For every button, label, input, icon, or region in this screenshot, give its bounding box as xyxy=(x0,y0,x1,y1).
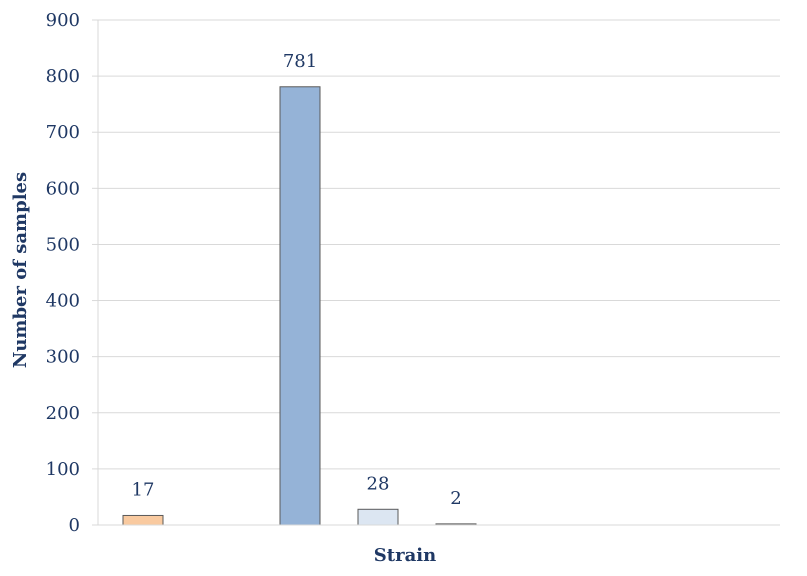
data-label: 781 xyxy=(283,51,317,72)
bar xyxy=(122,514,164,526)
y-tick-label: 900 xyxy=(46,10,80,31)
y-axis-title: Number of samples xyxy=(10,172,31,368)
data-label: 2 xyxy=(450,488,461,509)
bar xyxy=(279,86,321,526)
y-tick-label: 300 xyxy=(46,347,80,368)
data-label: 17 xyxy=(132,479,155,500)
y-tick-label: 600 xyxy=(46,178,80,199)
y-tick-label: 800 xyxy=(46,66,80,87)
grid-layer xyxy=(92,19,780,526)
y-tick-label: 400 xyxy=(46,291,80,312)
data-label-layer: 17 781 28 2 xyxy=(132,51,462,509)
x-axis-title: Strain xyxy=(374,545,436,566)
y-tick-label: 500 xyxy=(46,234,80,255)
y-tick-label: 200 xyxy=(46,403,80,424)
data-label: 28 xyxy=(367,473,390,494)
bar xyxy=(357,508,399,526)
y-tick-label: 100 xyxy=(46,459,80,480)
y-tick-label: 700 xyxy=(46,122,80,143)
y-tick-layer: 0 100 200 300 400 500 600 700 800 900 xyxy=(46,10,80,536)
bar-layer xyxy=(122,86,477,526)
y-tick-label: 0 xyxy=(69,515,80,536)
